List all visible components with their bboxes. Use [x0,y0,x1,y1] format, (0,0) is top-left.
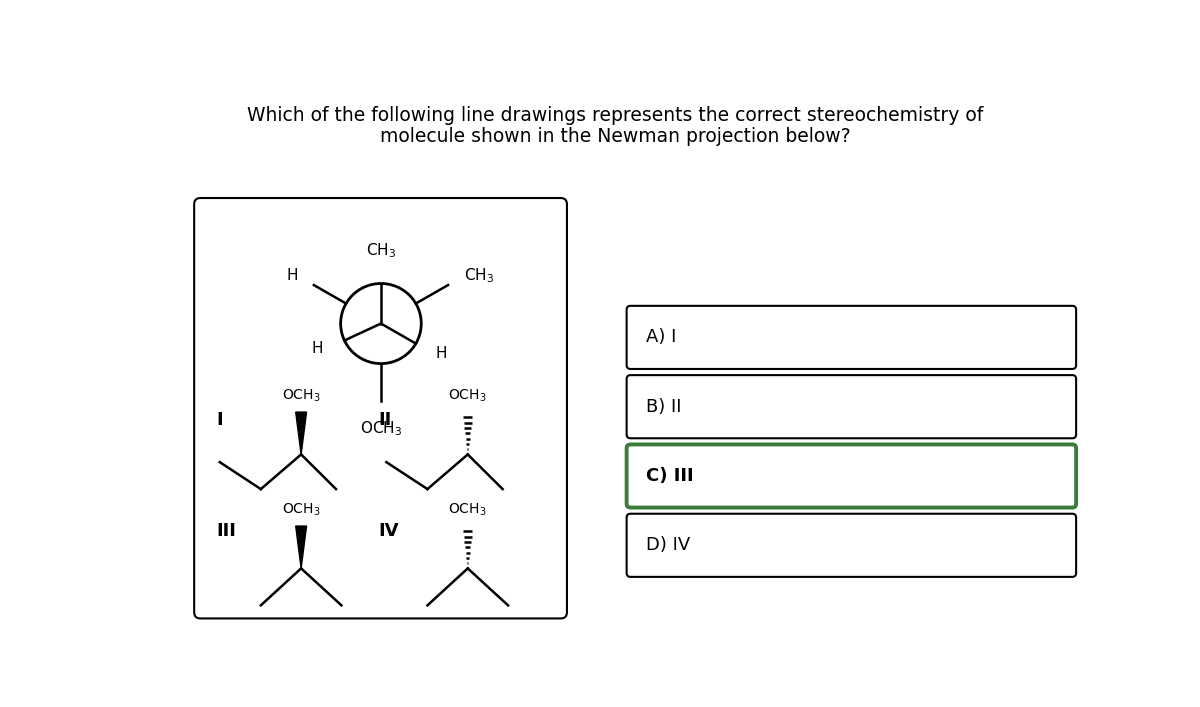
Text: IV: IV [379,522,400,540]
Text: I: I [216,411,222,428]
Text: B) II: B) II [646,398,682,416]
Text: OCH$_3$: OCH$_3$ [449,388,487,404]
Text: OCH$_3$: OCH$_3$ [449,502,487,518]
Text: III: III [216,522,235,540]
Text: A) I: A) I [646,328,677,346]
Text: D) IV: D) IV [646,537,690,554]
Text: Which of the following line drawings represents the correct stereochemistry of: Which of the following line drawings rep… [247,106,983,125]
Polygon shape [295,526,306,568]
Text: CH$_3$: CH$_3$ [464,267,494,285]
Text: H: H [436,346,448,361]
Text: OCH$_3$: OCH$_3$ [282,388,320,404]
Text: molecule shown in the Newman projection below?: molecule shown in the Newman projection … [379,127,851,146]
FancyBboxPatch shape [626,306,1076,369]
Text: H: H [287,268,298,284]
Polygon shape [295,412,306,455]
FancyBboxPatch shape [194,198,566,619]
FancyBboxPatch shape [626,514,1076,577]
FancyBboxPatch shape [626,445,1076,508]
Text: C) III: C) III [646,467,694,485]
FancyBboxPatch shape [626,375,1076,438]
Text: OCH$_3$: OCH$_3$ [360,419,402,438]
Text: CH$_3$: CH$_3$ [366,242,396,260]
Text: H: H [312,341,323,356]
Text: II: II [379,411,392,428]
Text: OCH$_3$: OCH$_3$ [282,502,320,518]
